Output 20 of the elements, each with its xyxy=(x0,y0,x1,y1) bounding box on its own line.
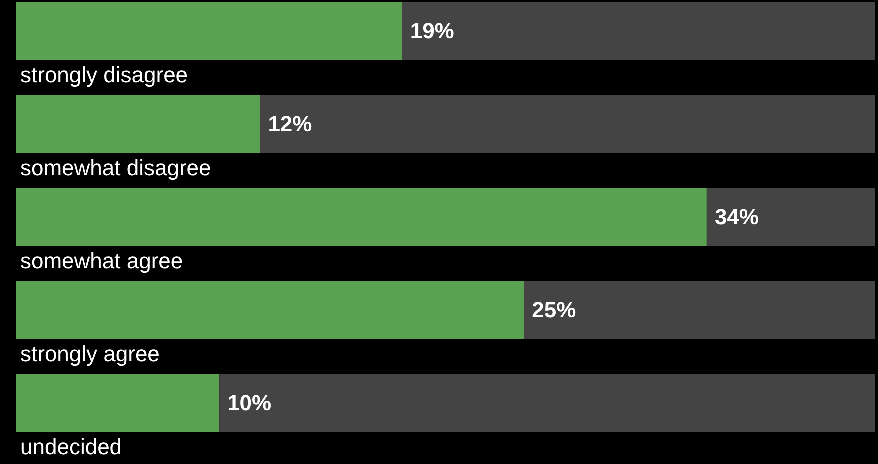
y-tick-label: somewhat disagree xyxy=(20,155,212,180)
y-tick-label: strongly agree xyxy=(20,341,160,366)
bar xyxy=(402,2,876,60)
y-tick-label: strongly disagree xyxy=(20,62,188,88)
bar xyxy=(16,188,707,246)
data-label: 10% xyxy=(228,390,272,416)
y-tick-label: undecided xyxy=(20,434,122,460)
data-label: 25% xyxy=(532,298,576,323)
data-label: 34% xyxy=(714,204,759,230)
bar xyxy=(16,281,524,340)
bar xyxy=(706,188,876,246)
bar xyxy=(16,2,402,60)
data-label: 12% xyxy=(268,112,312,137)
bar xyxy=(260,95,876,154)
bar xyxy=(16,374,220,432)
bar xyxy=(220,374,876,432)
y-tick-label: somewhat agree xyxy=(20,248,184,274)
data-label: 19% xyxy=(410,18,454,44)
bar xyxy=(16,95,260,154)
bar xyxy=(524,281,876,340)
